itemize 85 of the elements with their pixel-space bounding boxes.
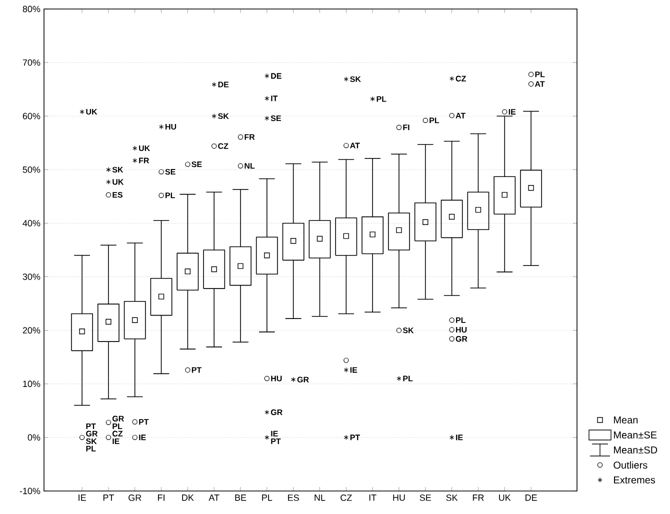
x-tick-label: AT bbox=[208, 494, 220, 501]
annotation: UK bbox=[139, 145, 150, 152]
x-tick-label: SK bbox=[446, 494, 458, 501]
annotation: IE bbox=[456, 434, 463, 440]
annotation: SK bbox=[402, 327, 414, 334]
annotation: IE bbox=[350, 367, 358, 373]
annotation: SK bbox=[112, 166, 124, 172]
annotation: IE bbox=[508, 109, 516, 115]
annotation: SE bbox=[192, 161, 202, 168]
x-tick-label: NL bbox=[314, 494, 326, 501]
annotation: PT bbox=[271, 438, 281, 444]
y-tick-label: 20% bbox=[22, 327, 40, 334]
annotation: PL bbox=[535, 72, 545, 78]
annotation: HU bbox=[166, 124, 176, 130]
annotation: IT bbox=[271, 96, 278, 102]
x-tick-label: FR bbox=[472, 494, 484, 501]
annotation: HU bbox=[271, 376, 282, 382]
annotation: PL bbox=[166, 192, 175, 198]
annotation: PT bbox=[86, 423, 96, 429]
annotation: PL bbox=[112, 423, 122, 429]
annotation: UK bbox=[112, 179, 124, 185]
x-tick-label: UK bbox=[499, 494, 511, 501]
y-tick-label: 40% bbox=[22, 220, 40, 226]
annotation: DE bbox=[271, 73, 282, 79]
annotation: IE bbox=[112, 438, 120, 444]
annotation: GR bbox=[86, 430, 98, 436]
annotation: PL bbox=[403, 376, 413, 382]
annotation: NL bbox=[244, 163, 255, 169]
annotation: FR bbox=[244, 134, 255, 140]
x-tick-label: PL bbox=[262, 494, 272, 501]
annotation: PL bbox=[430, 118, 440, 124]
legend-label: Extremes bbox=[614, 476, 656, 484]
x-tick-label: HU bbox=[393, 494, 405, 501]
annotation: FI bbox=[403, 124, 410, 130]
x-tick-label: BE bbox=[235, 494, 246, 501]
annotation: CZ bbox=[456, 76, 466, 82]
annotation: AT bbox=[350, 142, 360, 148]
annotation: SE bbox=[165, 168, 176, 175]
annotation: GR bbox=[297, 376, 309, 382]
y-tick-label: 50% bbox=[22, 166, 40, 173]
x-tick-label: ES bbox=[288, 494, 299, 501]
text: Mean±SE bbox=[614, 431, 657, 439]
annotation: FR bbox=[139, 158, 150, 164]
x-tick-label: IT bbox=[369, 494, 376, 501]
annotation: UK bbox=[86, 109, 98, 115]
annotation: PT bbox=[350, 434, 360, 440]
annotation: PT bbox=[192, 367, 202, 373]
annotation: ES bbox=[112, 192, 123, 198]
x-tick-label: SE bbox=[420, 494, 432, 501]
y-tick-label: 10% bbox=[23, 380, 40, 388]
annotation: AT bbox=[456, 112, 466, 118]
x-tick-label: CZ bbox=[340, 494, 352, 501]
annotation: IE bbox=[271, 430, 278, 436]
annotation: GR bbox=[270, 409, 282, 416]
annotation: SK bbox=[350, 76, 361, 82]
annotation: SK bbox=[86, 438, 97, 444]
annotation: PL bbox=[376, 96, 386, 102]
annotation: PT bbox=[139, 419, 149, 425]
y-tick-label: 80% bbox=[22, 6, 40, 12]
annotation: HU bbox=[456, 326, 467, 333]
y-tick-label: 60% bbox=[22, 112, 40, 120]
annotation: GR bbox=[112, 416, 124, 422]
y-tick-label: 70% bbox=[22, 59, 40, 66]
annotation: PL bbox=[456, 317, 466, 323]
y-tick-label: 30% bbox=[22, 274, 40, 280]
x-tick-label: PT bbox=[103, 494, 114, 501]
annotation: CZ bbox=[112, 430, 123, 436]
text: Mean±SD bbox=[614, 446, 658, 454]
text: Mean bbox=[614, 416, 638, 424]
annotation: IE bbox=[139, 434, 146, 440]
y-tick-label: -10% bbox=[20, 488, 40, 494]
annotation: DE bbox=[218, 82, 229, 88]
legend-label: Outliers bbox=[614, 461, 648, 469]
x-tick-label: DK bbox=[182, 494, 194, 501]
x-tick-label: FI bbox=[158, 494, 164, 501]
y-tick-label: 0% bbox=[28, 434, 40, 441]
x-tick-label: IE bbox=[78, 494, 86, 501]
x-tick-label: DE bbox=[526, 494, 537, 501]
annotation: AT bbox=[534, 81, 545, 87]
annotation: CZ bbox=[218, 143, 228, 149]
x-tick-label: GR bbox=[128, 494, 142, 501]
annotation: PL bbox=[86, 446, 96, 452]
annotation: GR bbox=[456, 336, 468, 342]
annotation: SE bbox=[270, 115, 281, 122]
annotation: SK bbox=[218, 113, 229, 119]
